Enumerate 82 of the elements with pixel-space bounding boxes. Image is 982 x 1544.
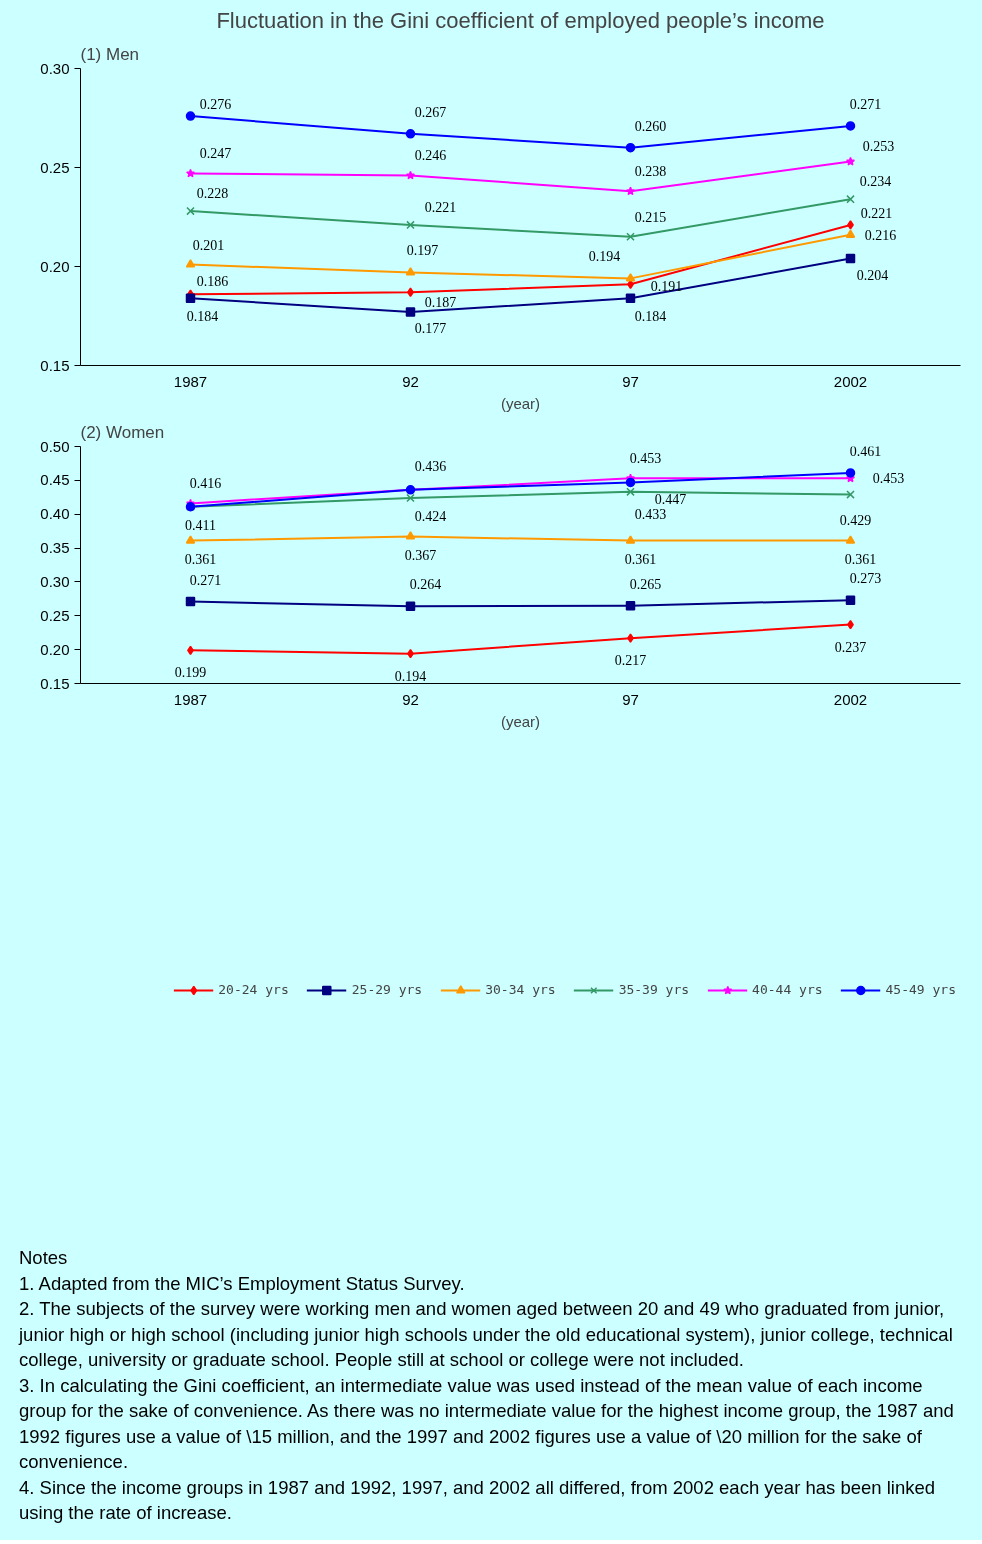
text: 0.30	[40, 59, 70, 77]
data-label: 0.186	[196, 274, 229, 290]
x-tick-label: 92	[402, 690, 419, 708]
data-label: 0.221	[860, 205, 893, 221]
data-label: 0.447	[654, 492, 687, 508]
legend-label: 45-49 yrs	[885, 982, 956, 998]
data-label: 0.246	[414, 148, 447, 164]
legend-label: 30-34 yrs	[485, 982, 556, 998]
data-label: 0.201	[192, 237, 225, 253]
data-label: 0.253	[862, 138, 895, 154]
data-label: 0.247	[199, 146, 232, 162]
data-label: 0.361	[844, 551, 877, 567]
data-label: 0.228	[196, 186, 229, 202]
data-label: 0.271	[189, 572, 222, 588]
legend-label: 20-24 yrs	[218, 982, 289, 998]
data-label: 0.453	[872, 471, 905, 487]
data-label: 0.271	[849, 96, 882, 112]
text: 3. In calculating the Gini coefficient, an intermediate value was used instead of the mean value of each income group for the sake of convenience. As there was no intermediate value for the highest income group, the 1987 and 1992 figures use a value of \15 million, and the 1997 and 2002 figures use a value of \20 million for the sake of convenience.	[19, 1373, 955, 1475]
data-label: 0.184	[634, 309, 667, 325]
data-label: 0.361	[184, 551, 217, 567]
data-label: 0.367	[404, 547, 437, 563]
text: 0.50	[40, 437, 70, 455]
text: 0.20	[40, 640, 70, 658]
data-label: 0.429	[839, 512, 872, 528]
data-label: 0.187	[424, 295, 457, 311]
text: 0.15	[40, 674, 70, 692]
data-label: 0.191	[650, 279, 683, 295]
data-label: 0.197	[406, 243, 439, 259]
data-label: 0.267	[414, 104, 447, 120]
data-label: 0.276	[199, 97, 232, 113]
data-label: 0.264	[409, 577, 442, 593]
x-tick-label: 97	[622, 372, 639, 390]
data-label: 0.424	[414, 508, 447, 524]
data-label: 0.453	[629, 451, 662, 467]
data-label: 0.194	[588, 249, 621, 265]
data-label: 0.237	[834, 639, 867, 655]
x-tick-label: 1987	[173, 690, 208, 708]
text: 1. Adapted from the MIC’s Employment Status Survey.	[19, 1271, 466, 1296]
data-label: 0.265	[629, 576, 662, 592]
x-tick-label: 97	[622, 690, 639, 708]
x-tick-label: 1987	[173, 372, 208, 390]
text: 0.40	[40, 505, 70, 523]
legend-label: 40-44 yrs	[752, 982, 823, 998]
data-label: 0.194	[394, 668, 427, 684]
x-tick-label: 2002	[833, 372, 868, 390]
data-label: 0.184	[186, 309, 219, 325]
legend-label: 25-29 yrs	[351, 982, 423, 998]
data-label: 0.433	[634, 506, 667, 522]
chart-subtitle: (1) Men	[80, 44, 140, 64]
text: Notes	[19, 1246, 69, 1270]
data-label: 0.416	[189, 476, 222, 492]
text: 4. Since the income groups in 1987 and 1992, 1997, and 2002 all differed, from 2002 each year has been linked using the rate of increase.	[19, 1475, 937, 1526]
text: 0.15	[40, 356, 70, 374]
text: 2. The subjects of the survey were working men and women aged between 20 and 49 who graduated from junior, junior high or high school (including junior high schools under the old educational system), junior college, technical college, university or graduate school. People still at school or college were not included.	[19, 1297, 954, 1373]
text: 0.30	[40, 572, 70, 590]
chart-title: (2) Women	[80, 422, 165, 442]
data-label: 0.436	[414, 458, 447, 474]
x-tick-label: 92	[402, 372, 419, 390]
legend-label: 35-39 yrs	[618, 982, 690, 998]
data-label: 0.238	[634, 164, 667, 180]
data-label: 0.204	[856, 267, 889, 283]
data-label: 0.411	[185, 517, 216, 533]
text: 0.35	[40, 539, 70, 557]
data-label: 0.215	[634, 209, 667, 225]
data-label: 0.199	[174, 665, 207, 681]
data-label: 0.461	[849, 443, 882, 459]
x-axis-title: (year)	[500, 712, 541, 730]
data-label: 0.260	[634, 118, 667, 134]
text: 0.45	[40, 471, 70, 489]
data-label: 0.273	[849, 571, 882, 587]
text: 0.25	[40, 606, 70, 624]
x-axis-title: (year)	[500, 394, 541, 412]
data-label: 0.217	[614, 653, 647, 669]
chart-title: Fluctuation in the Gini coefficient of employed people’s income	[216, 7, 825, 33]
text: 0.25	[40, 158, 70, 176]
x-tick-label: 2002	[833, 690, 868, 708]
data-label: 0.216	[864, 227, 897, 243]
data-label: 0.234	[859, 174, 892, 190]
data-label: 0.361	[624, 551, 657, 567]
text: 0.20	[40, 257, 70, 275]
data-label: 0.221	[424, 199, 457, 215]
data-label: 0.177	[414, 321, 447, 337]
